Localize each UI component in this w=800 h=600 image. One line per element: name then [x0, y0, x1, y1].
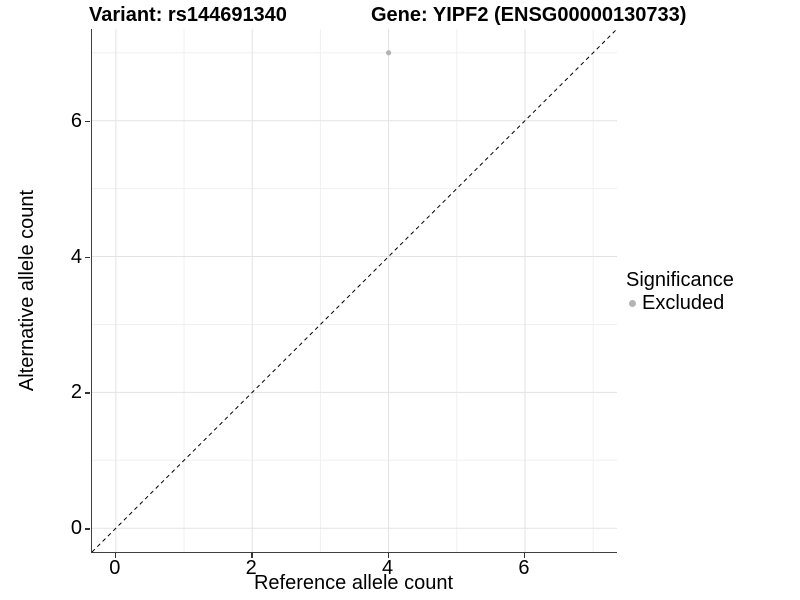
x-tick-mark	[387, 553, 390, 558]
x-tick-mark	[114, 553, 117, 558]
x-tick-label: 2	[245, 557, 257, 579]
y-tick-mark	[84, 120, 90, 123]
y-tick-mark	[84, 256, 90, 259]
x-tick-mark	[523, 553, 526, 558]
x-tick-label: 4	[382, 557, 394, 579]
x-tick-label: 6	[518, 557, 530, 579]
legend-item-excluded: Excluded	[626, 292, 734, 315]
plot-title-gene: Gene: YIPF2 (ENSG00000130733)	[371, 4, 687, 26]
x-tick-label: 0	[109, 557, 121, 579]
plot-canvas	[91, 28, 618, 553]
x-axis-label: Reference allele count	[253, 572, 453, 594]
x-tick-mark	[251, 553, 253, 558]
identity-line	[91, 28, 618, 553]
plot-panel	[91, 28, 618, 553]
y-axis-label: Alternative allele count	[16, 189, 38, 392]
legend: Significance Excluded	[626, 269, 734, 315]
y-tick-mark	[84, 392, 90, 394]
y-tick-mark	[84, 528, 90, 530]
plot-title-variant: Variant: rs144691340	[89, 4, 287, 26]
y-tick-label: 0	[70, 517, 82, 540]
y-tick-label: 6	[70, 109, 82, 132]
y-tick-label: 4	[70, 245, 82, 268]
data-point-excluded	[385, 50, 392, 56]
excluded-point-icon	[629, 300, 636, 307]
legend-title: Significance	[626, 269, 734, 291]
legend-item-label: Excluded	[642, 292, 725, 314]
y-tick-label: 2	[70, 381, 82, 404]
